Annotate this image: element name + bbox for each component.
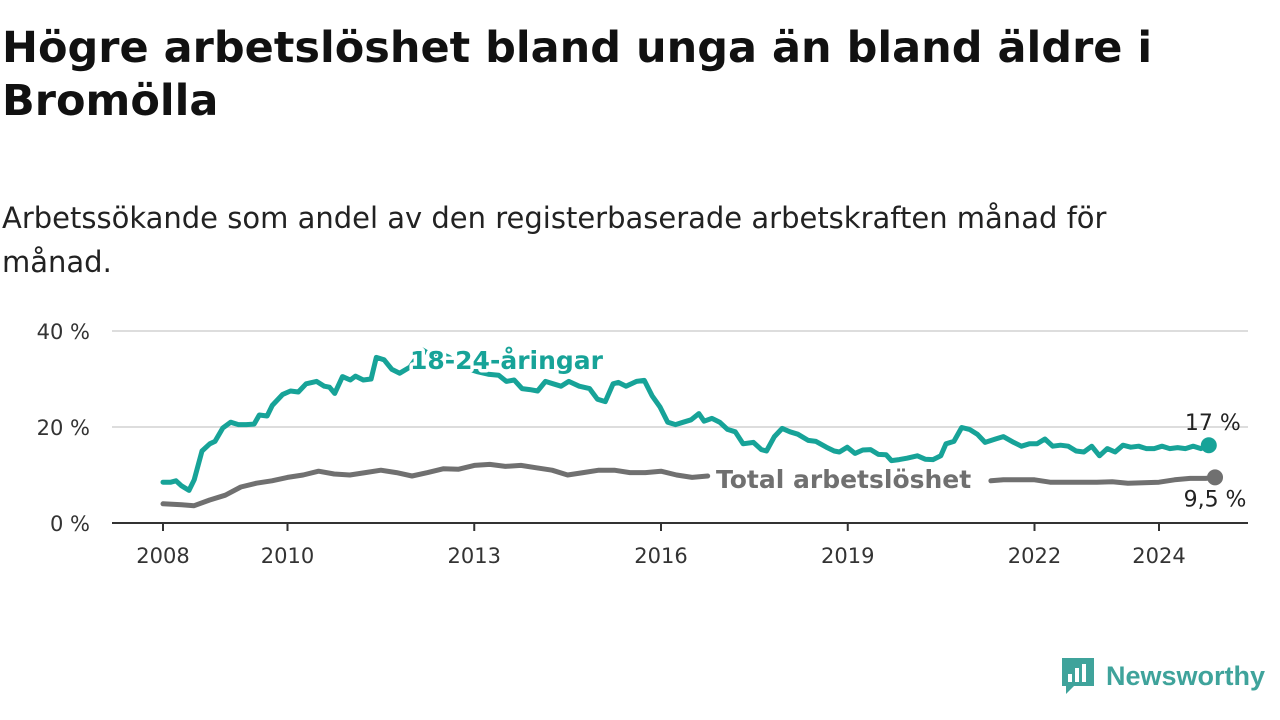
- brand-logo: Newsworthy: [1060, 656, 1265, 696]
- y-tick-label: 0 %: [50, 512, 90, 536]
- brand-name: Newsworthy: [1106, 660, 1266, 691]
- series-line-youth: [160, 347, 1212, 493]
- x-tick-label: 2010: [261, 544, 314, 568]
- end-label-total: 9,5 %: [1184, 487, 1247, 512]
- line-chart: 0 % 20 % 40 % 2008 2010 2013 2016 2019 2022 2024…: [37, 320, 1248, 568]
- series-end-point-total: [1207, 469, 1224, 486]
- x-tick-label: 2019: [821, 544, 874, 568]
- chart-title: Högre arbetslöshet bland unga än bland ä…: [2, 23, 1153, 126]
- x-tick-label: 2013: [448, 544, 501, 568]
- series-label-youth: 18-24-åringar: [410, 346, 604, 375]
- y-tick-label: 40 %: [37, 320, 90, 344]
- x-tick-label: 2008: [136, 544, 189, 568]
- end-label-youth: 17 %: [1185, 411, 1241, 436]
- label-layer: 17 % 9,5 % 18-24-åringar Total arbetslöshet: [407, 343, 1247, 513]
- grid-layer: 0 % 20 % 40 %: [37, 320, 1248, 536]
- series-line-total-tail: [988, 474, 1218, 486]
- x-axis: 2008 2010 2013 2016 2019 2022 2024: [112, 522, 1248, 568]
- chart-subtitle: Arbetssökande som andel av den registerb…: [2, 201, 1107, 279]
- x-tick-label: 2022: [1008, 544, 1061, 568]
- newsworthy-logo-icon: [1062, 658, 1094, 694]
- series-end-point-youth: [1200, 437, 1217, 454]
- series-line-total: [160, 461, 711, 509]
- x-tick-label: 2016: [634, 544, 687, 568]
- y-tick-label: 20 %: [37, 416, 90, 440]
- series-layer: [160, 347, 1224, 509]
- series-label-total: Total arbetslöshet: [716, 465, 971, 494]
- x-tick-label: 2024: [1132, 544, 1185, 568]
